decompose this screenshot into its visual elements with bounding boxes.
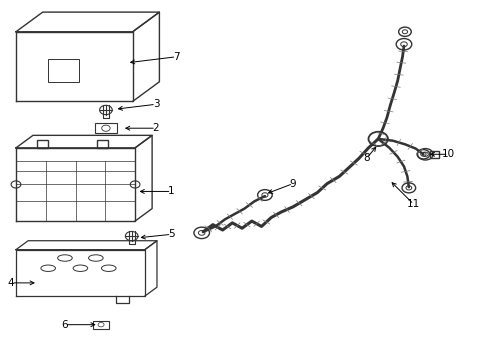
Text: 1: 1 — [168, 186, 175, 197]
Bar — [97, 140, 107, 148]
Text: 10: 10 — [441, 149, 454, 159]
Bar — [93, 321, 109, 329]
Text: 8: 8 — [363, 153, 369, 163]
Text: 9: 9 — [289, 179, 296, 189]
Bar — [38, 140, 48, 148]
Bar — [47, 59, 79, 82]
Text: 3: 3 — [152, 99, 159, 109]
Text: 5: 5 — [168, 229, 175, 239]
Bar — [429, 151, 438, 158]
Text: 7: 7 — [173, 52, 180, 62]
Text: 2: 2 — [152, 123, 159, 133]
Text: 4: 4 — [8, 278, 15, 288]
Text: 11: 11 — [406, 199, 420, 209]
Bar — [95, 123, 116, 133]
Text: 6: 6 — [61, 320, 68, 330]
